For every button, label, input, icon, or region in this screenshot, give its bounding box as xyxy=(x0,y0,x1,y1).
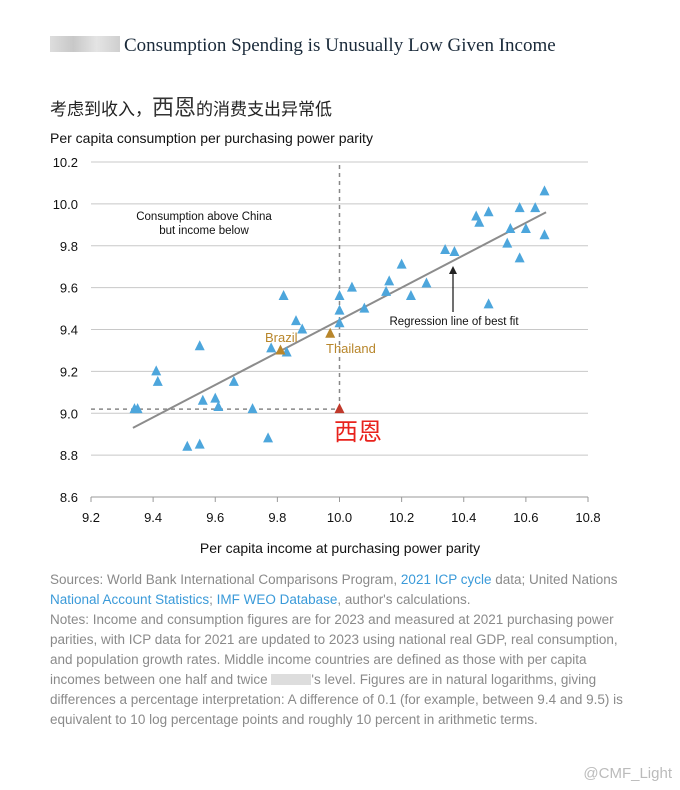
highlight-point xyxy=(275,344,286,355)
data-point xyxy=(421,277,432,288)
data-point xyxy=(502,237,513,248)
data-point xyxy=(228,375,239,386)
annotation: but income below xyxy=(159,225,249,237)
sources-text-2: data; United Nations xyxy=(491,572,618,587)
x-tick-label: 9.4 xyxy=(144,510,162,525)
y-tick-label: 9.6 xyxy=(60,281,78,296)
icp-link[interactable]: 2021 ICP cycle xyxy=(400,572,492,587)
x-tick-label: 10.0 xyxy=(327,510,352,525)
data-point xyxy=(151,365,162,376)
x-axis-label: Per capita income at purchasing power pa… xyxy=(199,540,481,556)
x-tick-label: 9.8 xyxy=(268,510,286,525)
data-point xyxy=(334,304,345,315)
data-point xyxy=(263,432,274,443)
subtitle-post: 的消费支出异常低 xyxy=(196,100,333,120)
sources-text-3: ; xyxy=(209,592,217,607)
data-point xyxy=(359,302,370,313)
y-tick-label: 9.8 xyxy=(60,239,78,254)
data-point xyxy=(197,394,208,405)
data-point xyxy=(291,315,302,326)
data-point xyxy=(182,440,193,451)
data-point xyxy=(483,206,494,217)
data-point xyxy=(530,202,541,213)
scatter-chart: 8.6 8.8 9.0 9.2 9.4 9.6 9.8 10.0 10.2 9.2 9.4 9.6 9.… xyxy=(53,155,601,525)
sources-text: Sources: World Bank International Compar… xyxy=(50,572,401,587)
data-point xyxy=(505,223,516,233)
data-point xyxy=(440,243,451,254)
data-point xyxy=(132,403,143,414)
highlight-point xyxy=(325,327,336,338)
data-point xyxy=(278,290,289,300)
data-point xyxy=(210,392,221,403)
annotation: Consumption above China xyxy=(136,211,272,223)
redacted-text xyxy=(50,36,120,52)
data-point xyxy=(449,246,460,257)
y-tick-label: 9.2 xyxy=(60,364,78,379)
notes-text: Notes: Income and consumption figures ar… xyxy=(50,612,618,687)
y-tick-label: 10.2 xyxy=(53,155,78,170)
notes-text-2: 's level. Figures are in natural logarit… xyxy=(50,672,623,727)
x-tick-label: 10.4 xyxy=(451,510,476,525)
data-point xyxy=(297,323,308,334)
sources-text-4: , author's calculations. xyxy=(337,592,471,607)
imf-link[interactable]: IMF WEO Database xyxy=(216,592,338,607)
x-tick-label: 10.8 xyxy=(575,510,600,525)
y-tick-label: 8.8 xyxy=(60,448,78,463)
subtitle-name: 西恩 xyxy=(152,96,197,121)
data-point xyxy=(213,400,224,411)
y-axis-label: Per capita consumption per purchasing po… xyxy=(50,130,373,146)
data-point xyxy=(520,223,531,233)
brazil-label: Brazil xyxy=(265,330,298,345)
title-text: Consumption Spending is Unusually Low Gi… xyxy=(124,35,556,56)
subtitle-pre: 考虑到收入， xyxy=(50,100,152,120)
annotation: Regression line of best fit xyxy=(389,316,519,328)
data-point xyxy=(514,252,525,263)
data-point xyxy=(266,342,277,353)
data-point xyxy=(474,216,485,227)
data-point xyxy=(334,317,345,328)
data-point xyxy=(381,285,392,296)
china-label: 西恩 xyxy=(334,419,382,446)
data-point xyxy=(152,375,163,386)
data-point xyxy=(384,275,395,286)
chart-title: Consumption Spending is Unusually Low Gi… xyxy=(50,34,610,57)
data-point xyxy=(334,290,345,300)
y-tick-label: 10.0 xyxy=(53,197,78,212)
y-tick-label: 9.0 xyxy=(60,406,78,421)
y-tick-label: 8.6 xyxy=(60,490,78,505)
data-point xyxy=(194,340,205,351)
watermark: @CMF_Light xyxy=(583,765,672,782)
arrow-head-icon xyxy=(449,266,457,274)
x-tick-label: 10.2 xyxy=(389,510,414,525)
data-point xyxy=(405,290,416,300)
x-tick-label: 10.6 xyxy=(513,510,538,525)
notes: Sources: World Bank International Compar… xyxy=(50,570,630,730)
chart-subtitle: 考虑到收入，西恩的消费支出异常低 xyxy=(50,90,332,122)
redacted-text xyxy=(271,674,312,685)
data-point xyxy=(396,258,407,269)
highlight-point xyxy=(334,403,345,414)
x-tick-label: 9.2 xyxy=(82,510,100,525)
data-point xyxy=(539,229,550,240)
data-point xyxy=(514,202,525,213)
y-tick-label: 9.4 xyxy=(60,323,78,338)
data-point xyxy=(539,185,550,196)
x-tick-label: 9.6 xyxy=(206,510,224,525)
data-point xyxy=(194,438,205,449)
thailand-label: Thailand xyxy=(326,341,376,356)
data-point xyxy=(346,281,357,292)
data-point xyxy=(247,403,258,414)
data-point xyxy=(483,298,494,309)
un-link[interactable]: National Account Statistics xyxy=(50,592,210,607)
